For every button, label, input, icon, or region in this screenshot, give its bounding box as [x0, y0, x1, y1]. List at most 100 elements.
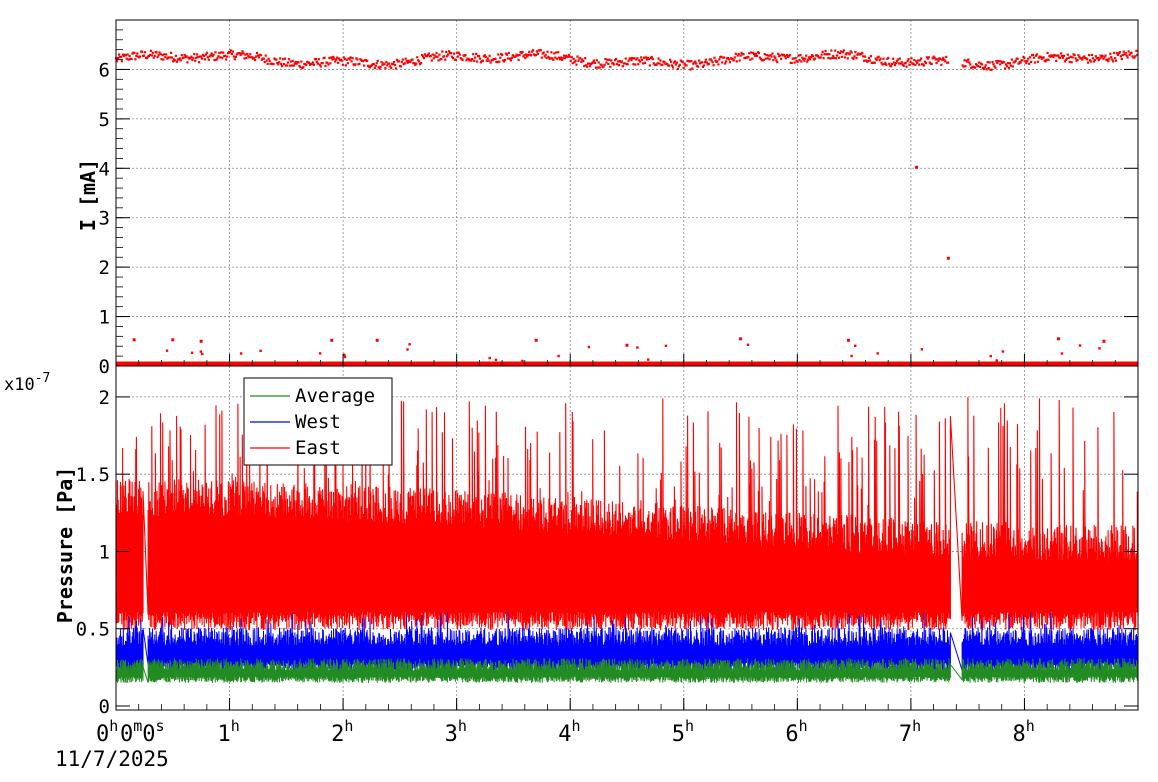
current-outliers	[132, 165, 1106, 363]
current-point	[134, 58, 137, 61]
current-point	[226, 52, 230, 55]
current-point	[153, 54, 156, 57]
current-point	[316, 62, 319, 65]
current-point	[828, 53, 831, 56]
current-point	[535, 50, 539, 53]
current-point	[445, 50, 448, 54]
legend-label-east: East	[295, 437, 341, 459]
current-point	[475, 60, 479, 63]
current-point	[668, 64, 671, 67]
current-point	[509, 59, 512, 62]
current-point	[263, 60, 266, 64]
current-outlier-point	[201, 352, 204, 356]
current-point	[376, 59, 379, 62]
current-point	[758, 56, 762, 59]
current-point	[726, 56, 730, 60]
current-point	[1034, 54, 1038, 57]
current-point	[868, 59, 872, 62]
current-point	[260, 58, 263, 61]
current-point	[214, 51, 217, 54]
current-point	[638, 59, 641, 62]
current-point	[827, 56, 830, 60]
current-point	[231, 50, 234, 53]
time-x-axis: 0h 0m0s 1h 2h 3h 4h 5h 6h 7h 8h	[96, 354, 1139, 747]
current-point	[1078, 55, 1081, 59]
current-point	[1090, 53, 1094, 57]
current-point	[885, 63, 888, 66]
current-point	[627, 59, 630, 62]
current-point	[595, 59, 598, 62]
current-point	[385, 60, 388, 64]
current-point	[162, 58, 165, 61]
current-point	[617, 64, 621, 67]
x-axis-date: 11/7/2025	[55, 747, 169, 771]
current-point	[833, 56, 836, 60]
x-tick-label: 7h	[899, 717, 921, 747]
current-point	[215, 58, 218, 61]
current-point	[725, 60, 728, 63]
current-point	[893, 63, 897, 67]
current-point	[1123, 53, 1126, 56]
current-point	[796, 60, 799, 63]
current-point	[1136, 53, 1139, 56]
current-point	[800, 60, 803, 63]
current-point	[597, 61, 600, 64]
current-outlier-point	[343, 355, 347, 359]
current-point	[703, 61, 706, 64]
current-point	[341, 63, 345, 66]
current-point	[585, 64, 588, 67]
pressure-y-axis-label: Pressure [Pa]	[53, 467, 77, 624]
current-point	[666, 62, 669, 66]
current-point	[887, 56, 890, 60]
current-point	[608, 58, 611, 61]
current-point	[830, 49, 833, 52]
x-tick-label: 6h	[785, 717, 807, 747]
current-point	[639, 60, 642, 63]
current-point	[331, 58, 334, 61]
current-point	[287, 58, 290, 61]
current-point	[426, 53, 429, 57]
current-point	[737, 52, 740, 56]
current-outlier-point	[165, 349, 169, 352]
current-point	[652, 62, 655, 65]
current-point	[285, 64, 289, 67]
current-outlier-point	[647, 358, 650, 361]
current-point	[736, 54, 739, 57]
current-point	[470, 59, 473, 62]
current-point	[838, 52, 842, 55]
current-point	[561, 57, 565, 60]
pressure-y-tick-label: 0	[99, 696, 110, 718]
current-point	[988, 61, 991, 64]
current-point	[568, 55, 571, 58]
current-point	[530, 54, 533, 57]
current-point	[718, 58, 721, 61]
current-point	[449, 52, 453, 55]
current-point	[792, 57, 795, 60]
current-point	[240, 52, 243, 55]
current-point	[317, 58, 320, 61]
current-point	[161, 53, 164, 57]
current-point	[900, 61, 903, 64]
current-point	[204, 53, 207, 56]
current-point	[1039, 55, 1042, 59]
current-point	[836, 51, 840, 54]
current-outlier-point	[850, 354, 853, 358]
current-outlier-point	[171, 338, 175, 342]
current-point	[192, 57, 195, 60]
current-point	[584, 57, 587, 60]
current-point	[576, 55, 579, 58]
current-point	[924, 61, 928, 65]
current-point	[1016, 57, 1019, 60]
current-point	[656, 62, 659, 65]
current-point	[912, 63, 915, 66]
current-point	[534, 53, 538, 56]
current-point	[337, 61, 340, 64]
current-series	[115, 49, 1139, 366]
current-point	[147, 55, 151, 58]
current-point	[1091, 57, 1095, 60]
current-point	[242, 52, 245, 55]
current-point	[511, 54, 514, 57]
current-y-ticks: 0 1 2 3 4 5 6	[99, 29, 1138, 378]
current-point	[651, 58, 654, 61]
current-y-tick-label: 5	[99, 109, 110, 131]
